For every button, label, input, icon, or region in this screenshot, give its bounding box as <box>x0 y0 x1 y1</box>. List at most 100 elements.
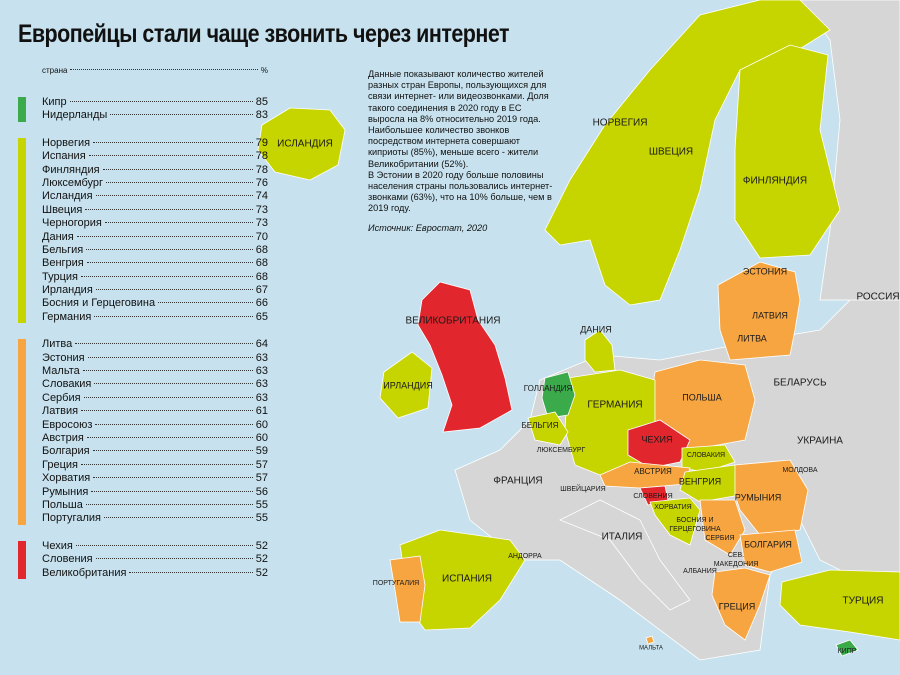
country-name: Греция <box>42 458 78 471</box>
value: 63 <box>255 378 268 391</box>
value: 56 <box>255 485 268 498</box>
leader <box>81 410 253 412</box>
country-name: Ирландия <box>42 284 93 297</box>
country-name: Мальта <box>42 365 80 378</box>
group: Кипр 85 Нидерланды 83 <box>18 96 268 123</box>
leader <box>83 396 253 398</box>
country-name: Турция <box>42 270 78 283</box>
leader <box>88 155 253 157</box>
value: 65 <box>255 310 268 323</box>
map-label: ЧЕХИЯ <box>642 434 673 444</box>
map-label: ФРАНЦИЯ <box>493 476 542 487</box>
map-label: БЕЛАРУСЬ <box>773 378 826 389</box>
map-label: ШВЕЙЦАРИЯ <box>560 484 605 493</box>
list-row: Испания 78 <box>18 150 268 163</box>
leader <box>86 262 253 264</box>
list-row: Словакия 63 <box>18 378 268 391</box>
map-label: МАКЕДОНИЯ <box>714 561 759 568</box>
title: Европейцы стали чаще звонить через интер… <box>18 20 510 48</box>
group-bar <box>18 97 26 122</box>
map-label: МАЛЬТА <box>639 646 663 652</box>
leader <box>85 208 253 210</box>
leader <box>85 503 253 505</box>
map-label: ИРЛАНДИЯ <box>383 380 432 390</box>
list-row: Литва 64 <box>18 338 268 351</box>
map-label: ШВЕЦИЯ <box>649 147 693 158</box>
leader <box>93 477 253 479</box>
map-label: БОЛГАРИЯ <box>744 539 792 549</box>
list-row: Мальта 63 <box>18 365 268 378</box>
list-row: Ирландия 67 <box>18 284 268 297</box>
country-name: Словакия <box>42 378 92 391</box>
map-label: БОСНИЯ И <box>676 517 713 524</box>
value: 60 <box>255 418 268 431</box>
value: 59 <box>255 445 268 458</box>
map-label: ГРЕЦИЯ <box>719 601 756 611</box>
value: 73 <box>255 203 268 216</box>
list-row: Польша 55 <box>18 499 268 512</box>
leader <box>129 571 253 573</box>
map-label: УКРАИНА <box>797 436 843 447</box>
value: 76 <box>255 176 268 189</box>
leader <box>75 544 253 546</box>
description: Данные показывают количество жителей раз… <box>368 69 560 234</box>
leader <box>69 101 253 102</box>
paragraph: В Эстонии в 2020 году больше половины на… <box>368 169 553 214</box>
map-label: ГЕРМАНИЯ <box>587 400 642 411</box>
leader <box>70 69 258 70</box>
list-row: Евросоюз 60 <box>18 419 268 432</box>
map-label: РУМЫНИЯ <box>735 492 781 502</box>
country-name: Норвегия <box>42 136 91 149</box>
value: 85 <box>255 96 268 108</box>
country-name: Евросоюз <box>42 418 93 431</box>
country-name: Болгария <box>42 445 90 458</box>
leader <box>92 450 253 452</box>
leader <box>94 315 253 317</box>
ranking-list: страна% Кипр 85 Нидерланды 83 Норвегия 79 Испан… <box>18 64 268 594</box>
leader <box>110 114 253 116</box>
value: 73 <box>255 217 268 230</box>
land <box>257 0 900 661</box>
value: 57 <box>255 472 268 485</box>
map-label: РОССИЯ <box>856 292 899 303</box>
group-bar <box>18 540 26 579</box>
leader <box>103 517 253 519</box>
leader <box>75 343 253 345</box>
country-name: Люксембург <box>42 176 104 189</box>
country-name: Нидерланды <box>42 109 108 122</box>
country-name: Хорватия <box>42 472 91 485</box>
country-name: Венгрия <box>42 257 84 270</box>
map-label: ВЕНГРИЯ <box>679 476 721 486</box>
map-label: ГЕРЦЕГОВИНА <box>669 526 721 533</box>
country-name: Словения <box>42 553 93 566</box>
list-row: Словения 52 <box>18 553 268 566</box>
map-label: АЛБАНИЯ <box>683 568 717 575</box>
group-bar <box>18 137 26 324</box>
leader <box>76 235 253 237</box>
list-row: Чехия 52 <box>18 540 268 553</box>
list-row: Хорватия 57 <box>18 472 268 485</box>
header-country: страна <box>42 66 68 75</box>
value: 63 <box>255 391 268 404</box>
country-name: Австрия <box>42 431 84 444</box>
map-label: ТУРЦИЯ <box>843 596 884 607</box>
group: Чехия 52 Словения 52 Великобритания 52 <box>18 540 268 580</box>
leader <box>93 141 253 143</box>
map-label: ФИНЛЯНДИЯ <box>743 176 807 187</box>
map-label: ИТАЛИЯ <box>602 532 643 543</box>
map-label: ЛИТВА <box>737 333 767 343</box>
value: 52 <box>255 553 268 566</box>
list-row: Люксембург 76 <box>18 177 268 190</box>
value: 68 <box>255 243 268 256</box>
leader <box>87 356 253 358</box>
value: 52 <box>255 539 268 552</box>
leader <box>91 490 253 492</box>
value: 66 <box>255 297 268 310</box>
map-label: ЛАТВИЯ <box>752 310 788 320</box>
map-label: КИПР <box>838 648 857 655</box>
list-row: Венгрия 68 <box>18 257 268 270</box>
value: 70 <box>255 230 268 243</box>
leader <box>94 383 253 385</box>
